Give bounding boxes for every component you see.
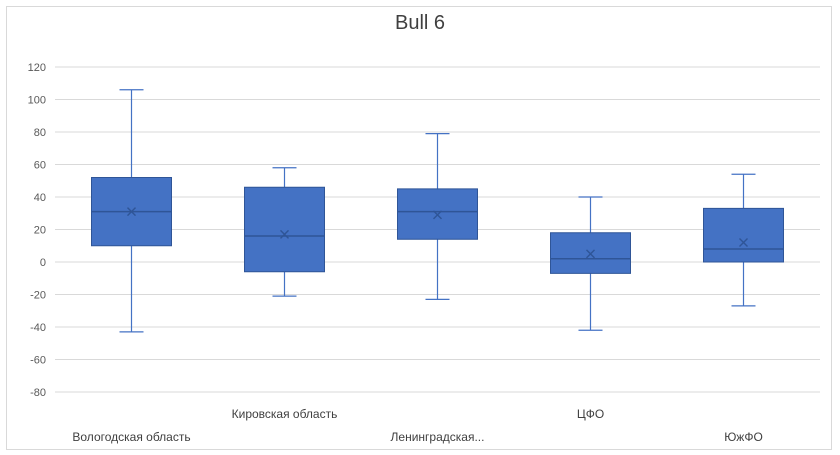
y-tick-label: 120 bbox=[28, 62, 46, 74]
category-label: Вологодская область bbox=[72, 430, 190, 444]
mean-marker bbox=[739, 238, 748, 247]
y-tick-label: -60 bbox=[30, 355, 46, 367]
category-label: Кировская область bbox=[232, 407, 338, 421]
category-label: ЮжФО bbox=[724, 430, 763, 444]
y-tick-label: 20 bbox=[34, 225, 46, 237]
box bbox=[244, 186, 325, 273]
y-tick-label: -80 bbox=[30, 387, 46, 399]
chart-title: Bull 6 bbox=[394, 12, 446, 34]
y-tick-label: -20 bbox=[30, 290, 46, 302]
y-tick-label: -40 bbox=[30, 322, 46, 334]
y-tick-label: 100 bbox=[28, 95, 46, 107]
category-label: ЦФО bbox=[577, 407, 604, 421]
mean-marker bbox=[280, 229, 289, 239]
y-tick-label: 80 bbox=[34, 127, 46, 139]
mean-marker bbox=[586, 249, 595, 259]
y-tick-label: 40 bbox=[34, 192, 46, 204]
box bbox=[703, 207, 784, 263]
category-label: Ленинградская... bbox=[391, 430, 485, 444]
mean-marker bbox=[127, 207, 136, 217]
y-tick-label: 60 bbox=[34, 160, 46, 172]
mean-marker bbox=[433, 210, 442, 220]
y-tick-label: 0 bbox=[40, 257, 46, 269]
